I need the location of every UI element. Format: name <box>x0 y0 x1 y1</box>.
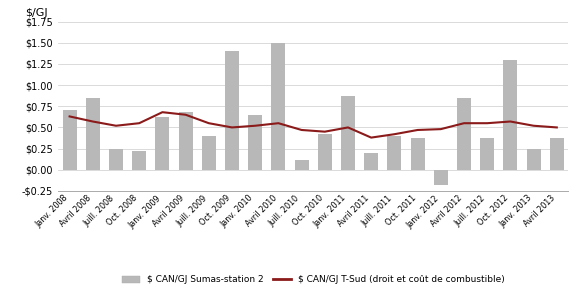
Bar <box>550 139 564 170</box>
Bar <box>109 149 123 170</box>
Bar <box>295 160 309 170</box>
Bar <box>503 60 517 170</box>
Bar <box>271 43 285 170</box>
Bar <box>480 138 494 170</box>
Bar <box>132 151 146 170</box>
Legend: $ CAN/GJ Sumas-station 2, $ CAN/GJ T-Sud (droit et coût de combustible): $ CAN/GJ Sumas-station 2, $ CAN/GJ T-Sud… <box>118 272 508 288</box>
Bar <box>225 51 239 170</box>
Bar <box>434 170 448 185</box>
Bar <box>155 117 169 170</box>
Bar <box>202 136 216 170</box>
Bar <box>179 112 193 170</box>
Bar <box>457 98 471 170</box>
Bar <box>318 134 332 170</box>
Bar <box>86 98 100 170</box>
Bar <box>63 111 77 170</box>
Bar <box>411 138 425 170</box>
Text: $/GJ: $/GJ <box>25 8 48 18</box>
Bar <box>364 153 378 170</box>
Bar <box>248 115 262 170</box>
Bar <box>527 149 541 170</box>
Bar <box>341 96 355 170</box>
Bar <box>387 136 401 170</box>
